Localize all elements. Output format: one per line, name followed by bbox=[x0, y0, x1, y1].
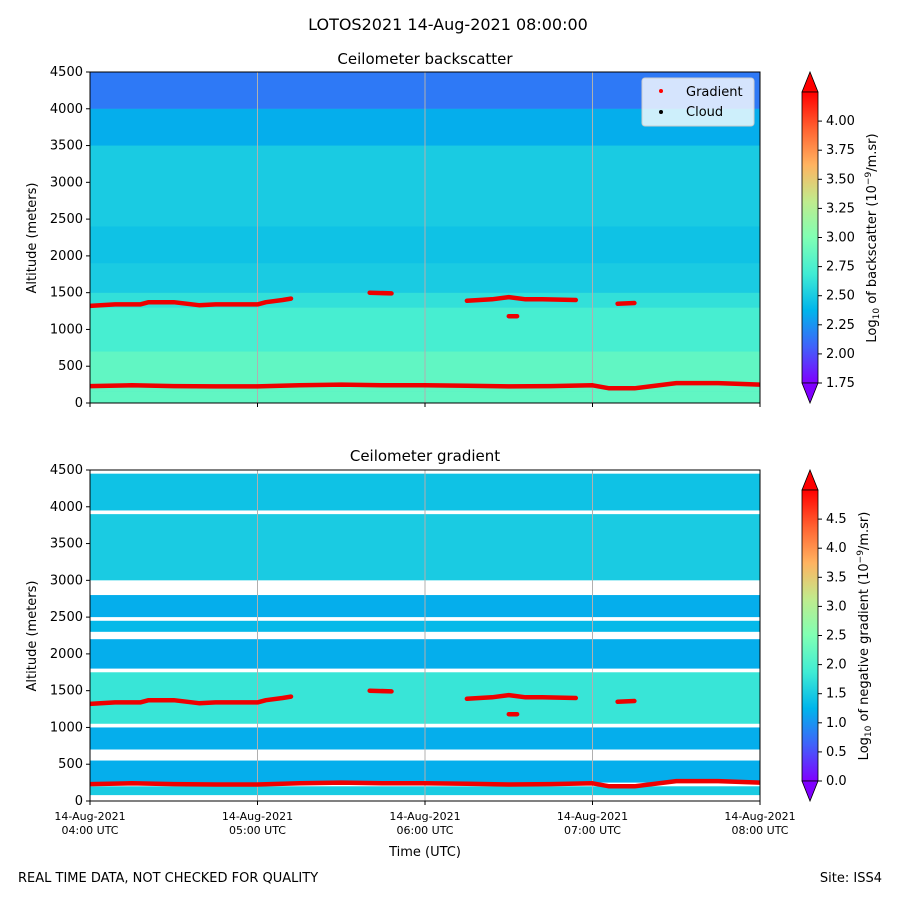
top-colorbar-tick-label: 3.00 bbox=[826, 231, 855, 246]
top-colorbar: 1.75 2.00 2.25 2.50 2.75 3.00 3.25 3.50 3.75 4.00… bbox=[801, 70, 882, 405]
top-colorbar-tick-label: 2.00 bbox=[826, 347, 855, 362]
top-panel-title: Ceilometer backscatter bbox=[337, 50, 513, 68]
top-colorbar-tick-label: 1.75 bbox=[826, 376, 855, 391]
bot-colorbar-tick-label: 4.0 bbox=[826, 541, 847, 556]
bot-x-tick-time: 08:00 UTC bbox=[731, 824, 788, 837]
bot-colorbar-tick-label: 3.0 bbox=[826, 599, 847, 614]
legend: Gradient Cloud bbox=[641, 77, 755, 127]
bottom-colorbar-extend-max bbox=[801, 468, 819, 491]
top-gradient-traces bbox=[90, 290, 760, 391]
top-gradient-trace bbox=[90, 380, 760, 391]
bot-y-tick-label: 2000 bbox=[50, 647, 83, 662]
legend-cloud-label: Cloud bbox=[686, 105, 723, 120]
bottom-colorbar-extend-min bbox=[801, 780, 819, 803]
legend-gradient-label: Gradient bbox=[686, 85, 743, 100]
top-gradient-trace bbox=[464, 294, 579, 304]
bot-x-tick-date: 14-Aug-2021 bbox=[557, 810, 628, 823]
top-y-tick-label: 1500 bbox=[50, 286, 83, 301]
top-gradient-trace bbox=[90, 296, 294, 309]
bot-y-tick-label: 3000 bbox=[50, 573, 83, 588]
bot-y-tick-label: 3500 bbox=[50, 537, 83, 552]
bot-x-tick-time: 06:00 UTC bbox=[396, 824, 453, 837]
bot-colorbar-tick-label: 2.5 bbox=[826, 629, 847, 644]
top-colorbar-tick-label: 2.25 bbox=[826, 318, 855, 333]
top-colorbar-extend-max bbox=[801, 70, 819, 93]
footer-quality-notice: REAL TIME DATA, NOT CHECKED FOR QUALITY bbox=[18, 871, 318, 886]
bot-gradient-trace bbox=[90, 778, 760, 789]
top-gradient-trace bbox=[367, 290, 394, 296]
top-y-axis: 0 500 1000 1500 2000 2500 3000 3500 4000 4500 bbox=[50, 65, 90, 411]
bottom-plot-area bbox=[89, 469, 761, 802]
bot-gradient-trace bbox=[464, 692, 579, 702]
top-y-axis-label: Altitude (meters) bbox=[25, 183, 40, 294]
bot-y-tick-label: 4500 bbox=[50, 463, 83, 478]
bot-colorbar-tick-label: 0.5 bbox=[826, 745, 847, 760]
top-y-tick-label: 1000 bbox=[50, 322, 83, 337]
legend-cloud-marker bbox=[659, 110, 663, 114]
bot-y-tick-label: 1500 bbox=[50, 684, 83, 699]
bottom-x-axis-label: Time (UTC) bbox=[388, 845, 461, 860]
bot-x-tick-time: 07:00 UTC bbox=[564, 824, 621, 837]
top-colorbar-tick-label: 3.75 bbox=[826, 143, 855, 158]
footer-site: Site: ISS4 bbox=[820, 871, 882, 886]
bottom-gridlines bbox=[257, 470, 593, 801]
top-y-tick-label: 2500 bbox=[50, 212, 83, 227]
top-colorbar-extend-min bbox=[801, 382, 819, 405]
legend-gradient-marker bbox=[659, 89, 663, 93]
top-colorbar-ticks: 1.75 2.00 2.25 2.50 2.75 3.00 3.25 3.50 3.75 4.00 bbox=[818, 114, 855, 391]
top-y-tick-label: 3500 bbox=[50, 139, 83, 154]
top-y-tick-label: 2000 bbox=[50, 249, 83, 264]
top-y-tick-label: 4500 bbox=[50, 65, 83, 80]
top-gridlines bbox=[257, 72, 593, 403]
bot-x-tick-date: 14-Aug-2021 bbox=[389, 810, 460, 823]
bot-colorbar-tick-label: 3.5 bbox=[826, 570, 847, 585]
top-colorbar-tick-label: 2.75 bbox=[826, 260, 855, 275]
top-colorbar-tick-label: 3.50 bbox=[826, 172, 855, 187]
bottom-gradient-traces bbox=[90, 688, 760, 789]
bot-x-tick-date: 14-Aug-2021 bbox=[724, 810, 795, 823]
top-y-tick-label: 0 bbox=[75, 396, 83, 411]
top-colorbar-tick-label: 4.00 bbox=[826, 114, 855, 129]
bot-gradient-trace bbox=[615, 698, 637, 704]
figure-title: LOTOS2021 14-Aug-2021 08:00:00 bbox=[308, 15, 588, 34]
top-gradient-trace bbox=[615, 300, 637, 306]
bottom-colorbar-gradient bbox=[801, 489, 819, 782]
top-x-axis bbox=[89, 403, 761, 407]
legend-box bbox=[641, 77, 755, 127]
bot-colorbar-tick-label: 1.0 bbox=[826, 716, 847, 731]
bot-colorbar-tick-label: 2.0 bbox=[826, 658, 847, 673]
bot-colorbar-tick-label: 1.5 bbox=[826, 687, 847, 702]
top-colorbar-tick-label: 2.50 bbox=[826, 289, 855, 304]
bottom-y-axis-label: Altitude (meters) bbox=[25, 581, 40, 692]
top-y-tick-label: 4000 bbox=[50, 102, 83, 117]
bot-y-tick-label: 500 bbox=[58, 757, 83, 772]
bot-y-tick-label: 1000 bbox=[50, 720, 83, 735]
bot-gradient-trace bbox=[367, 688, 394, 694]
bot-x-tick-time: 05:00 UTC bbox=[229, 824, 286, 837]
bot-y-tick-label: 0 bbox=[75, 794, 83, 809]
bottom-colorbar: 0.0 0.5 1.0 1.5 2.0 2.5 3.0 3.5 4.0 4.5 Log10 of … bbox=[801, 468, 874, 803]
top-colorbar-label: Log10 of backscatter (10−9/m.sr) bbox=[864, 133, 882, 342]
top-plot-area bbox=[89, 71, 761, 404]
bot-y-tick-label: 4000 bbox=[50, 500, 83, 515]
bottom-colorbar-label: Log10 of negative gradient (10−9/m.sr) bbox=[856, 512, 874, 761]
top-colorbar-gradient bbox=[801, 91, 819, 384]
top-y-tick-label: 500 bbox=[58, 359, 83, 374]
bot-x-tick-date: 14-Aug-2021 bbox=[54, 810, 125, 823]
bot-x-tick-date: 14-Aug-2021 bbox=[222, 810, 293, 823]
bot-gradient-trace bbox=[90, 694, 294, 707]
bot-colorbar-tick-label: 0.0 bbox=[826, 774, 847, 789]
bot-colorbar-tick-label: 4.5 bbox=[826, 512, 847, 527]
bot-y-tick-label: 2500 bbox=[50, 610, 83, 625]
bottom-colorbar-ticks: 0.0 0.5 1.0 1.5 2.0 2.5 3.0 3.5 4.0 4.5 bbox=[818, 512, 847, 789]
top-colorbar-tick-label: 3.25 bbox=[826, 201, 855, 216]
bottom-panel-title: Ceilometer gradient bbox=[350, 447, 500, 465]
top-y-tick-label: 3000 bbox=[50, 175, 83, 190]
bottom-y-axis: 0 500 1000 1500 2000 2500 3000 3500 4000 4500 bbox=[50, 463, 90, 809]
bot-x-tick-time: 04:00 UTC bbox=[61, 824, 118, 837]
